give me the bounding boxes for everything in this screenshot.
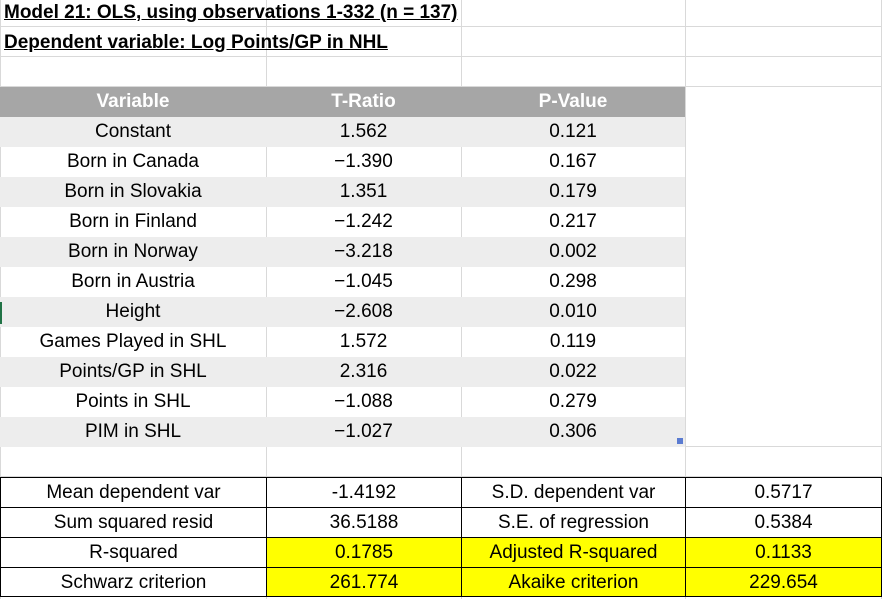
stat-value[interactable]: 0.1133 (685, 537, 882, 567)
stat-label[interactable]: R-squared (0, 537, 266, 567)
stat-value[interactable]: -1.4192 (266, 477, 461, 507)
variable-cell[interactable]: Games Played in SHL (39, 331, 227, 352)
t-ratio-cell[interactable]: −3.218 (266, 237, 461, 267)
p-value-cell[interactable]: 0.167 (549, 151, 597, 172)
stat-label[interactable]: Adjusted R-squared (461, 537, 685, 567)
t-ratio-cell[interactable]: −1.390 (334, 151, 393, 172)
p-value-cell[interactable]: 0.121 (461, 117, 685, 147)
table-header-row: Variable T-Ratio P-Value (0, 87, 685, 117)
p-value-cell[interactable]: 0.279 (549, 391, 597, 412)
header-p-value[interactable]: P-Value (461, 87, 685, 117)
t-ratio-cell[interactable]: 1.562 (266, 117, 461, 147)
grid-line (0, 86, 882, 87)
t-ratio-cell[interactable]: 2.316 (266, 357, 461, 387)
variable-cell[interactable]: Height (0, 297, 266, 327)
dependent-variable-title: Dependent variable: Log Points/GP in NHL (4, 32, 388, 53)
t-ratio-cell[interactable]: −2.608 (266, 297, 461, 327)
grid-line (685, 0, 686, 599)
header-variable[interactable]: Variable (0, 87, 266, 117)
t-ratio-cell[interactable]: −1.027 (266, 417, 461, 447)
stat-label[interactable]: S.E. of regression (461, 507, 685, 537)
t-ratio-cell[interactable]: −1.242 (334, 211, 393, 232)
p-value-cell[interactable]: 0.010 (461, 297, 685, 327)
stat-value[interactable]: 0.1785 (266, 537, 461, 567)
variable-cell[interactable]: Born in Finland (69, 211, 197, 232)
p-value-cell[interactable]: 0.022 (461, 357, 685, 387)
grid-line (0, 56, 882, 57)
row-marker (0, 302, 2, 324)
p-value-cell[interactable]: 0.119 (549, 331, 597, 352)
variable-cell[interactable]: Born in Slovakia (0, 177, 266, 207)
p-value-cell[interactable]: 0.002 (461, 237, 685, 267)
stat-value[interactable]: 0.5717 (685, 477, 882, 507)
variable-cell[interactable]: Born in Canada (66, 151, 200, 172)
stat-label[interactable]: Akaike criterion (461, 567, 685, 597)
fill-handle[interactable] (677, 438, 683, 444)
model-title: Model 21: OLS, using observations 1-332 … (4, 2, 458, 23)
stat-label[interactable]: Mean dependent var (0, 477, 266, 507)
p-value-cell[interactable]: 0.306 (461, 417, 685, 447)
variable-cell[interactable]: Points/GP in SHL (0, 357, 266, 387)
grid-line (0, 26, 882, 27)
variable-cell[interactable]: Born in Austria (71, 271, 195, 292)
p-value-cell[interactable]: 0.217 (549, 211, 597, 232)
stat-value[interactable]: 0.5384 (685, 507, 882, 537)
stat-value[interactable]: 229.654 (685, 567, 882, 597)
p-value-cell[interactable]: 0.298 (549, 271, 597, 292)
variable-cell[interactable]: Points in SHL (75, 391, 191, 412)
t-ratio-cell[interactable]: 1.572 (339, 331, 388, 352)
variable-cell[interactable]: PIM in SHL (0, 417, 266, 447)
t-ratio-cell[interactable]: −1.088 (334, 391, 393, 412)
stat-value[interactable]: 261.774 (266, 567, 461, 597)
stat-label[interactable]: Sum squared resid (0, 507, 266, 537)
variable-cell[interactable]: Constant (0, 117, 266, 147)
variable-cell[interactable]: Born in Norway (0, 237, 266, 267)
t-ratio-cell[interactable]: 1.351 (266, 177, 461, 207)
grid-line (0, 476, 882, 477)
stat-value[interactable]: 36.5188 (266, 507, 461, 537)
t-ratio-cell[interactable]: −1.045 (334, 271, 393, 292)
stat-label[interactable]: Schwarz criterion (0, 567, 266, 597)
stat-label[interactable]: S.D. dependent var (461, 477, 685, 507)
p-value-cell[interactable]: 0.179 (461, 177, 685, 207)
header-t-ratio[interactable]: T-Ratio (266, 87, 461, 117)
